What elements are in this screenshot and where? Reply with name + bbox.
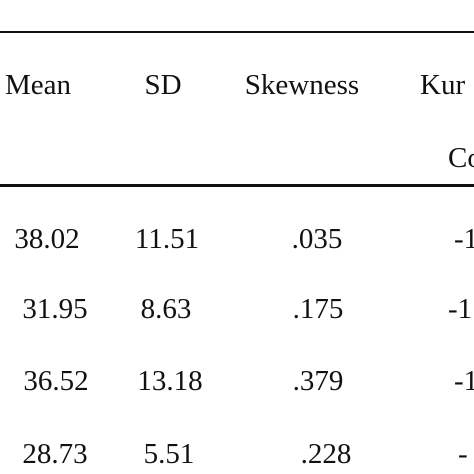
cell-sd: 13.18	[137, 365, 203, 397]
cell-kurtosis: -	[458, 438, 468, 470]
cell-kurtosis: -1	[454, 365, 474, 397]
header-skewness: Skewness	[244, 69, 360, 101]
table-header-rule	[0, 184, 474, 187]
header-mean: Mean	[4, 69, 72, 101]
cell-mean: 28.73	[22, 438, 88, 470]
cell-sd: 11.51	[134, 223, 200, 255]
cell-skewness: .379	[292, 365, 344, 397]
table-top-rule	[0, 31, 474, 33]
cell-kurtosis: -1	[454, 223, 474, 255]
cell-skewness: .175	[292, 293, 344, 325]
cell-sd: 5.51	[143, 438, 195, 470]
cell-kurtosis: -1	[448, 293, 473, 325]
subheader-kurtosis: Co	[448, 142, 474, 174]
cell-skewness: .228	[300, 438, 352, 470]
cell-mean: 36.52	[23, 365, 89, 397]
header-kurtosis: Kur	[420, 69, 466, 101]
header-sd: SD	[144, 69, 182, 101]
cell-mean: 38.02	[14, 223, 80, 255]
cell-sd: 8.63	[140, 293, 192, 325]
cell-mean: 31.95	[22, 293, 88, 325]
cell-skewness: .035	[291, 223, 343, 255]
